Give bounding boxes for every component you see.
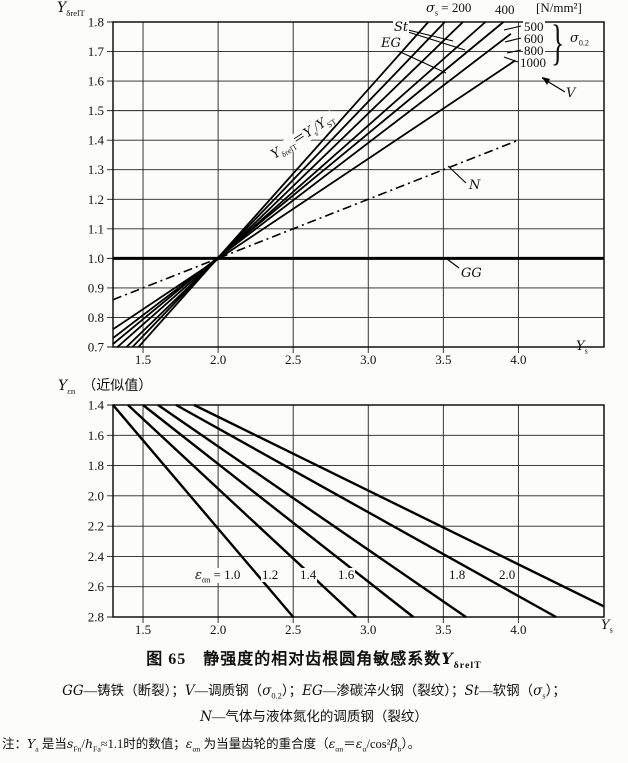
y-tick-label: 1.5 bbox=[88, 103, 104, 118]
eps-an-2.0-label: 2.0 bbox=[498, 567, 517, 583]
x-tick-label: 3.0 bbox=[360, 352, 376, 367]
series-N bbox=[112, 139, 519, 301]
figure-note: 注：Ya 是当sFn/hFa≈1.1时的数值；εαn 为当量齿轮的重合度（εαn… bbox=[2, 736, 421, 754]
leader-line bbox=[503, 25, 522, 31]
sigma02-1000-label: 1000 bbox=[519, 55, 547, 71]
y-tick-label: 2.0 bbox=[88, 488, 104, 503]
x-tick-label: 2.5 bbox=[285, 622, 301, 637]
x-tick-label: 3.0 bbox=[360, 622, 376, 637]
bottom-chart-y-axis-title: Yεn （近似值） bbox=[58, 378, 153, 396]
n-line-label: N bbox=[468, 178, 482, 194]
eps-an-1.0-label: εαn = 1.0 bbox=[194, 567, 242, 585]
sigma02-group-label: σ0.2 bbox=[570, 31, 589, 48]
st-line-label: St bbox=[393, 20, 410, 36]
eps-an-1.4-label: 1.4 bbox=[299, 567, 318, 583]
y-tick-label: 2.4 bbox=[88, 549, 105, 564]
y-tick-label: 1.0 bbox=[88, 251, 104, 266]
sigma02-brace: } bbox=[551, 14, 565, 70]
x-tick-label: 1.5 bbox=[135, 352, 151, 367]
y-tick-label: 0.7 bbox=[88, 340, 105, 355]
top-chart-y-axis-title: YδrelT bbox=[57, 0, 85, 18]
y-tick-label: 2.2 bbox=[88, 519, 104, 534]
series-St sigma_s=200 bbox=[137, 21, 429, 348]
leader-line bbox=[447, 165, 467, 184]
eps-an-1.2-label: 1.2 bbox=[261, 567, 280, 583]
y-tick-label: 1.4 bbox=[88, 133, 105, 148]
series-V sigma02=500 bbox=[116, 21, 486, 348]
leader-line bbox=[504, 37, 522, 43]
series-eps_an=1.8 bbox=[175, 403, 557, 619]
x-tick-label: 2.5 bbox=[285, 352, 301, 367]
series-eps_an=1.4 bbox=[142, 404, 415, 618]
series-eps_an=1.2 bbox=[127, 404, 358, 618]
legend-line-2: N—气体与液体氮化的调质钢（裂纹） bbox=[200, 709, 428, 725]
y-tick-label: 1.6 bbox=[88, 428, 105, 443]
bottom-chart-Yen-vs-Ys: 1.5 2.0 2.5 3.0 3.5 4.0 1.4 1.6 1.8 2.0 2.2 2.4 2.6 2… bbox=[88, 398, 605, 637]
x-tick-label: 3.5 bbox=[435, 352, 451, 367]
series-V sigma02=800 bbox=[112, 33, 512, 339]
y-tick-label: 1.4 bbox=[88, 398, 105, 413]
series-V sigma02=1000 bbox=[112, 59, 516, 331]
eps-an-1.6-label: 1.6 bbox=[337, 567, 356, 583]
x-tick-label: 2.0 bbox=[210, 352, 226, 367]
series-St sigma_s=400 bbox=[131, 21, 446, 348]
y-tick-label: 0.9 bbox=[88, 280, 104, 295]
y-tick-label: 2.6 bbox=[88, 579, 105, 594]
plot-border bbox=[112, 404, 605, 618]
leader-line bbox=[506, 49, 522, 54]
y-tick-label: 1.1 bbox=[88, 221, 104, 236]
figure-caption: 图 65 静强度的相对齿根圆角敏感系数YδrelT bbox=[146, 649, 482, 672]
legend-line-1: GG—铸铁（断裂）；V—调质钢（σ0.2）；EG—渗碳淬火钢（裂纹）；St—软钢… bbox=[62, 683, 566, 701]
plot-border bbox=[112, 21, 605, 348]
series-EG bbox=[125, 21, 464, 348]
series-V sigma02=600 bbox=[112, 21, 504, 345]
y-tick-label: 0.8 bbox=[88, 310, 104, 325]
bottom-chart-x-axis-title: Ys bbox=[601, 618, 613, 635]
top-chart-YdrelT-vs-Ys: 1.5 2.0 2.5 3.0 3.5 4.0 0.7 0.8 0.9 1.0 1.1 1.2 1.3 1… bbox=[88, 15, 605, 367]
sigma02-800-label: 800 bbox=[523, 43, 545, 59]
leader-line bbox=[407, 29, 454, 42]
gg-line-label: GG bbox=[460, 266, 483, 282]
leader-line bbox=[503, 56, 519, 63]
x-tick-label: 2.0 bbox=[210, 622, 226, 637]
v-line-label: V bbox=[565, 86, 577, 102]
eg-line-label: EG bbox=[380, 36, 402, 52]
top-chart-x-axis-title: Ys bbox=[576, 339, 588, 356]
eps-an-1.8-label: 1.8 bbox=[448, 567, 467, 583]
x-tick-label: 1.5 bbox=[135, 622, 151, 637]
y-tick-label: 1.8 bbox=[88, 458, 104, 473]
sigma-s-400-label: 400 bbox=[495, 2, 515, 17]
y-tick-label: 1.6 bbox=[88, 74, 105, 89]
leader-arrowhead bbox=[542, 77, 550, 85]
x-tick-label: 3.5 bbox=[435, 622, 451, 637]
units-label: [N/mm²] bbox=[536, 0, 582, 15]
leader-line bbox=[395, 49, 447, 74]
x-tick-label: 4.0 bbox=[510, 352, 526, 367]
sigma02-500-label: 500 bbox=[523, 19, 545, 35]
series-eps_an=2.0 bbox=[193, 403, 605, 608]
y-tick-label: 1.7 bbox=[88, 44, 105, 59]
y-tick-label: 1.3 bbox=[88, 162, 104, 177]
x-tick-label: 4.0 bbox=[510, 622, 526, 637]
leader-line bbox=[407, 31, 466, 51]
y-tick-label: 1.8 bbox=[88, 15, 104, 30]
sigma-s-200-label: σs = 200 bbox=[426, 0, 472, 18]
sigma02-600-label: 600 bbox=[523, 31, 545, 47]
leader-line bbox=[446, 258, 460, 269]
y-tick-label: 1.2 bbox=[88, 192, 104, 207]
series-eps_an=1.6 bbox=[157, 404, 467, 618]
y-tick-label: 2.8 bbox=[88, 610, 104, 625]
